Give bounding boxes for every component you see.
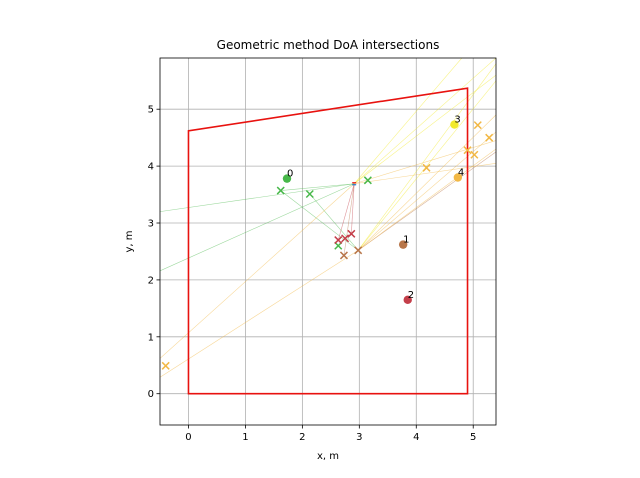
y-tick-label: 5 [148, 105, 154, 116]
doa-line [160, 250, 359, 378]
room-outline [187, 87, 469, 395]
intersection-point [422, 163, 431, 172]
source-label: 0 [287, 169, 293, 180]
intersection-point [161, 361, 170, 370]
x-tick-label: 5 [470, 432, 476, 443]
doa-line [280, 183, 355, 191]
source-label: 2 [408, 290, 414, 301]
intersection-point [305, 189, 314, 199]
source-label: 4 [458, 167, 464, 178]
intersection-stroke [463, 146, 472, 155]
intersection-stroke [334, 236, 343, 245]
intersection-stroke [363, 176, 372, 185]
intersection-stroke [305, 189, 314, 199]
source-point [453, 173, 463, 182]
doa-line [353, 58, 463, 184]
y-tick-label: 0 [148, 389, 154, 400]
doa-line [343, 183, 355, 256]
intersection-point [354, 246, 363, 255]
intersection-point [347, 229, 356, 238]
intersection-point [339, 251, 348, 260]
doa-line [353, 58, 496, 184]
y-axis-label: y, m [124, 230, 135, 252]
y-tick-label: 2 [148, 275, 154, 286]
grid [160, 58, 496, 425]
intersection-point [276, 186, 285, 195]
intersection-point [463, 146, 472, 155]
doa-line [357, 63, 496, 251]
source-point [398, 240, 408, 249]
source-label: 1 [403, 235, 409, 246]
intersection-stroke [485, 133, 494, 142]
x-tick-label: 0 [185, 432, 191, 443]
x-tick-label: 3 [356, 432, 362, 443]
doa-line [351, 183, 355, 234]
intersection-stroke [339, 251, 348, 260]
intersection-stroke [276, 186, 285, 195]
intersection-stroke [341, 234, 350, 243]
doa-lines [160, 58, 496, 378]
source-label: 3 [454, 115, 460, 126]
room-wall [187, 87, 469, 395]
intersection-point [485, 133, 494, 142]
markers [161, 120, 494, 370]
doa-line [337, 183, 355, 241]
doa-line [358, 148, 496, 251]
x-tick-label: 2 [299, 432, 305, 443]
intersection-point [473, 121, 482, 130]
intersection-stroke [161, 361, 170, 370]
intersection-stroke [347, 229, 356, 238]
plot-frame [159, 57, 497, 426]
x-axis-label: x, m [317, 451, 339, 462]
doa-line [160, 183, 355, 212]
axis-ticks: 0 1 2 3 4 5 0 1 2 3 4 5 [148, 105, 477, 443]
intersection-stroke [470, 150, 479, 159]
doa-line [280, 190, 359, 251]
x-tick-label: 1 [242, 432, 248, 443]
intersection-stroke [354, 246, 363, 255]
y-tick-label: 1 [148, 332, 154, 343]
doa-line [357, 131, 496, 251]
x-tick-label: 4 [413, 432, 419, 443]
y-tick-label: 3 [148, 219, 154, 230]
doa-line [160, 183, 355, 359]
doa-line [354, 74, 496, 184]
source-point [282, 174, 292, 183]
doa-line [358, 151, 496, 251]
intersection-point [470, 150, 479, 159]
doa-line [357, 80, 496, 251]
doa-line [309, 193, 359, 251]
intersection-point [341, 234, 350, 243]
doa-line [354, 162, 496, 185]
doa-line [354, 140, 496, 185]
intersection-point [334, 236, 343, 245]
y-tick-label: 4 [148, 162, 154, 173]
chart-title: Geometric method DoA intersections [217, 38, 440, 52]
source-point [403, 295, 412, 305]
doa-line [160, 183, 355, 272]
source-point [450, 120, 459, 129]
intersection-stroke [422, 163, 431, 172]
intersection-point [363, 176, 372, 185]
intersection-stroke [473, 121, 482, 130]
doa-line [357, 114, 496, 251]
